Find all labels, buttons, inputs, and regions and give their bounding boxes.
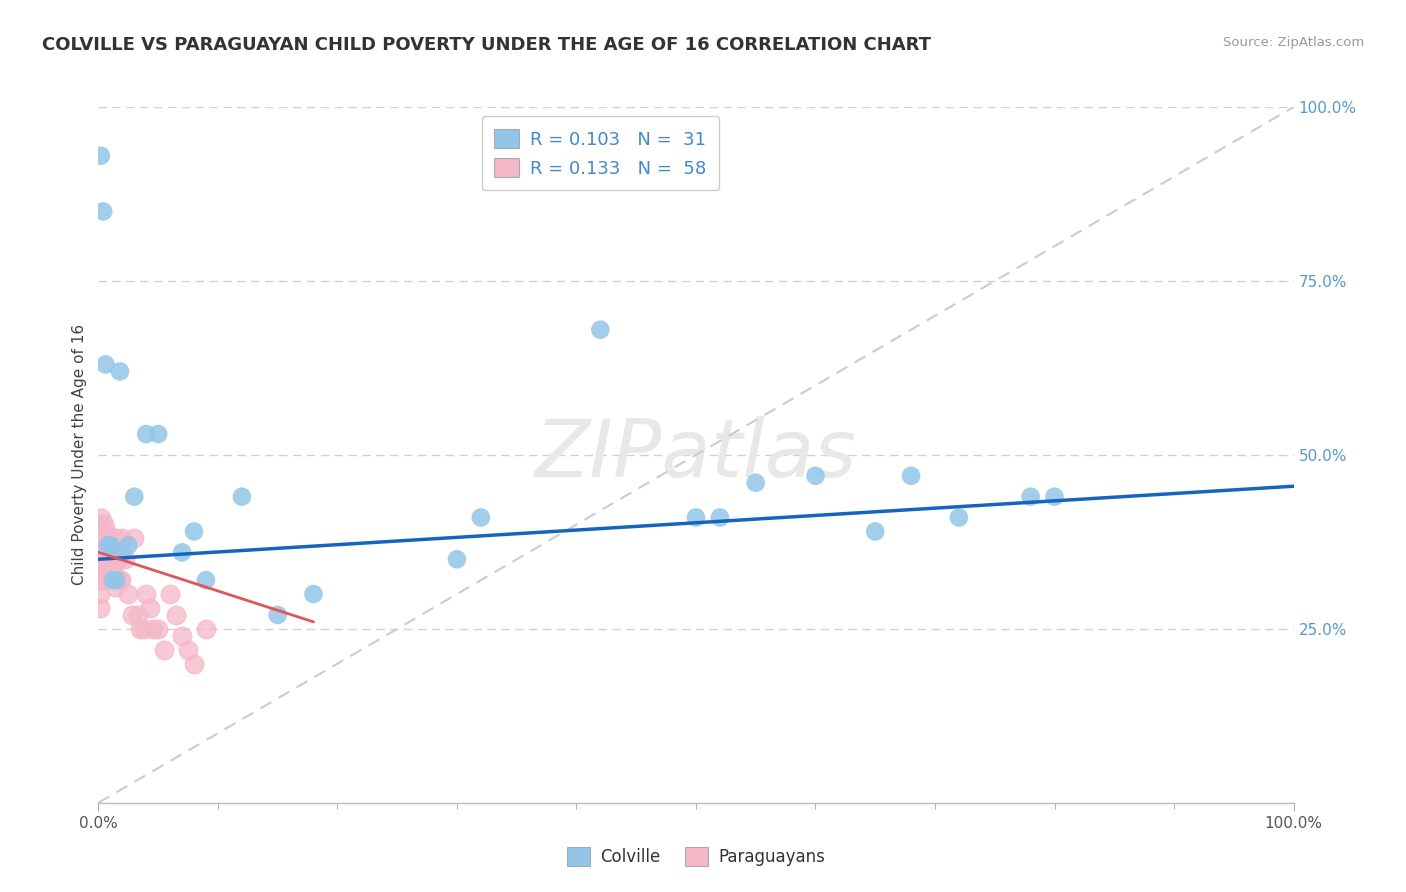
Point (87, 532, 110, 546)
Point (90, 149, 112, 163)
Point (94, 545, 117, 559)
Point (172, 545, 194, 559)
Point (90, 510, 112, 524)
Point (97, 538, 120, 552)
Point (804, 468, 827, 483)
Point (91, 524, 114, 539)
Point (121, 607, 143, 622)
Point (91, 204, 114, 219)
Point (148, 622, 170, 636)
Point (267, 607, 290, 622)
Point (117, 538, 139, 552)
Point (194, 573, 217, 587)
Point (1043, 490, 1066, 504)
Point (159, 587, 181, 601)
Y-axis label: Child Poverty Under the Age of 16: Child Poverty Under the Age of 16 (72, 325, 87, 585)
Point (89, 545, 111, 559)
Point (100, 559, 122, 574)
Text: COLVILLE VS PARAGUAYAN CHILD POVERTY UNDER THE AGE OF 16 CORRELATION CHART: COLVILLE VS PARAGUAYAN CHILD POVERTY UND… (42, 36, 931, 54)
Point (108, 364, 131, 378)
Point (172, 629, 194, 643)
Point (93, 559, 115, 574)
Legend: Colville, Paraguayans: Colville, Paraguayans (558, 839, 834, 874)
Point (105, 573, 128, 587)
Point (89, 538, 111, 552)
Point (153, 642, 176, 657)
Point (94, 358, 117, 372)
Point (117, 587, 139, 601)
Text: ZIPatlas: ZIPatlas (534, 416, 858, 494)
Point (745, 475, 768, 490)
Point (91, 538, 114, 552)
Point (90, 532, 112, 546)
Point (97, 532, 120, 546)
Point (89, 573, 111, 587)
Point (98, 538, 122, 552)
Point (129, 622, 152, 636)
Point (98, 545, 121, 559)
Point (98, 552, 122, 566)
Point (470, 510, 492, 524)
Point (135, 427, 157, 442)
Point (93, 517, 115, 532)
Point (124, 532, 146, 546)
Point (89, 517, 111, 532)
Point (900, 468, 922, 483)
Point (101, 573, 124, 587)
Point (183, 524, 205, 539)
Point (90, 573, 112, 587)
Point (111, 532, 134, 546)
Point (89, 587, 111, 601)
Point (91, 524, 114, 539)
Point (107, 552, 129, 566)
Point (89, 552, 111, 566)
Point (104, 580, 127, 594)
Point (948, 510, 970, 524)
Point (148, 427, 170, 442)
Point (231, 490, 253, 504)
Point (107, 552, 129, 566)
Point (110, 573, 132, 587)
Point (91, 573, 114, 587)
Point (111, 545, 134, 559)
Point (183, 657, 205, 671)
Point (1019, 490, 1042, 504)
Point (142, 622, 165, 636)
Point (135, 587, 157, 601)
Point (114, 552, 136, 566)
Point (97, 552, 120, 566)
Text: Source: ZipAtlas.com: Source: ZipAtlas.com (1223, 36, 1364, 49)
Point (685, 510, 707, 524)
Point (709, 510, 731, 524)
Point (89, 601, 111, 615)
Point (91, 559, 114, 574)
Point (108, 573, 131, 587)
Point (98, 538, 122, 552)
Point (446, 552, 468, 566)
Point (93, 538, 115, 552)
Point (177, 642, 200, 657)
Point (194, 622, 217, 636)
Point (127, 607, 149, 622)
Point (589, 323, 612, 337)
Point (132, 622, 155, 636)
Point (91, 545, 114, 559)
Point (94, 524, 117, 539)
Point (124, 490, 146, 504)
Point (96, 552, 118, 566)
Point (96, 532, 118, 546)
Point (101, 552, 124, 566)
Point (302, 587, 325, 601)
Point (103, 566, 125, 581)
Point (105, 532, 128, 546)
Point (139, 601, 162, 615)
Point (165, 607, 187, 622)
Point (863, 524, 886, 539)
Point (90, 552, 112, 566)
